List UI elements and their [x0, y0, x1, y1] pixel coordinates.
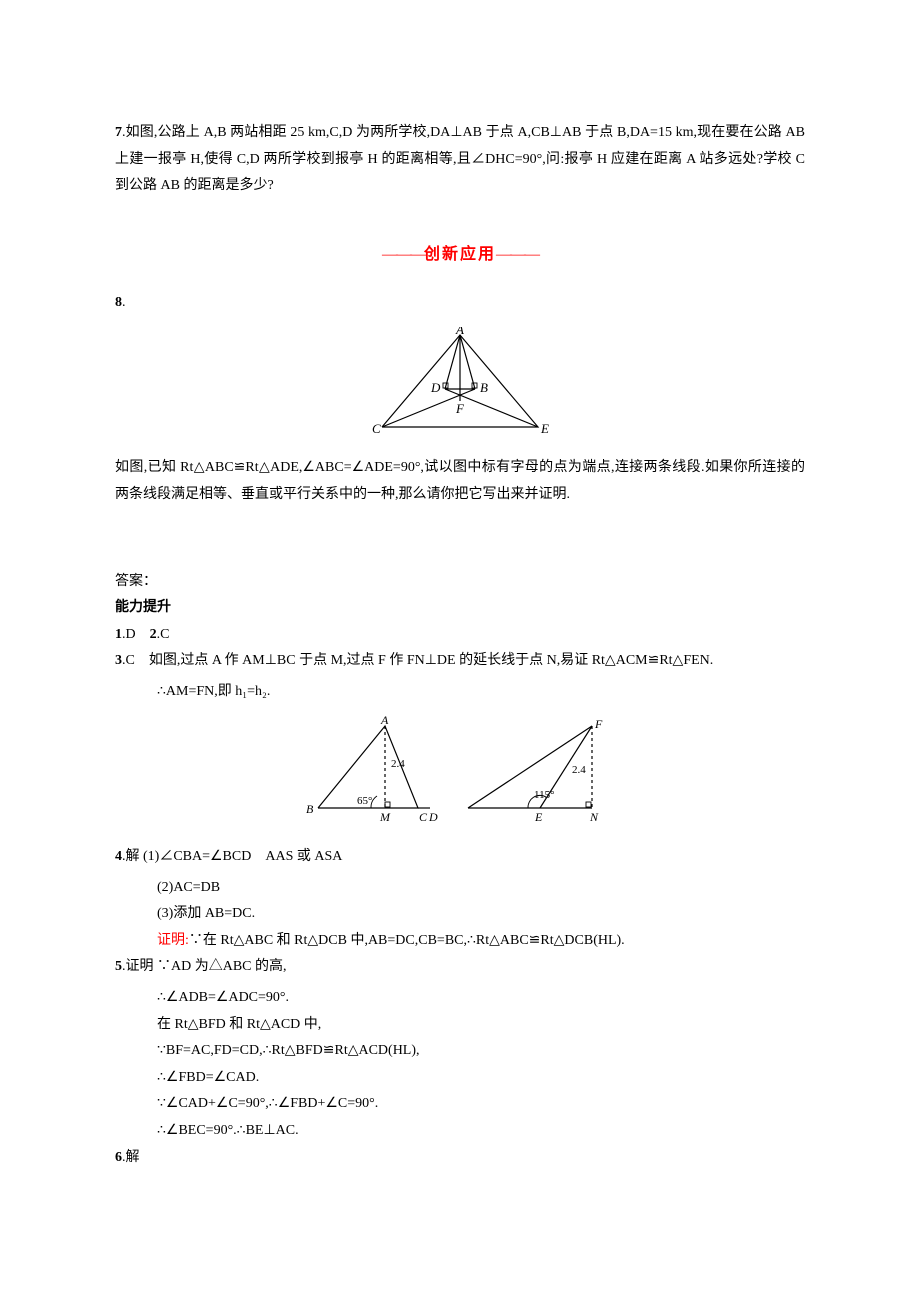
q7-number: 7 — [115, 125, 122, 140]
a5-l1: ∵AD 为△ABC 的高, — [157, 959, 287, 974]
question-7: 7.如图,公路上 A,B 两站相距 25 km,C,D 为两所学校,DA⊥AB … — [115, 120, 805, 200]
a4-l4-red: 证明: — [157, 933, 189, 948]
a4-l4-rest: ∵在 Rt△ABC 和 Rt△DCB 中,AB=DC,CB=BC,∴Rt△ABC… — [189, 933, 625, 948]
answer-4: 4.解 (1)∠CBA=∠BCD AAS 或 ASA — [115, 844, 805, 871]
question-8-head: 8. — [115, 290, 805, 317]
section-divider: ———创新应用——— — [115, 240, 805, 270]
svg-text:M: M — [379, 810, 391, 824]
a5-prefix: .证明 — [122, 959, 157, 974]
svg-text:D: D — [430, 380, 441, 395]
answer-6: 6.解 — [115, 1145, 805, 1172]
svg-text:2.4: 2.4 — [391, 758, 405, 770]
a5-l6: ∵∠CAD+∠C=90°,∴∠FBD+∠C=90°. — [115, 1091, 805, 1118]
svg-text:2.4: 2.4 — [572, 764, 586, 776]
a5-l3: 在 Rt△BFD 和 Rt△ACD 中, — [115, 1012, 805, 1039]
a3-line2: ∴AM=FN,即 h₁=h₂. — [115, 679, 805, 706]
divider-line-left: ——— — [382, 246, 424, 263]
divider-label: 创新应用 — [424, 246, 496, 263]
a3-figure: 65° 2.4 A B M CD 115° 2.4 F E N — [115, 716, 805, 837]
svg-text:65°: 65° — [357, 795, 372, 807]
q8-dot: . — [122, 295, 126, 310]
a5-l4: ∵BF=AC,FD=CD,∴Rt△BFD≌Rt△ACD(HL), — [115, 1038, 805, 1065]
a4-l1: (1)∠CBA=∠BCD AAS 或 ASA — [143, 849, 342, 864]
divider-line-right: ——— — [496, 246, 538, 263]
svg-text:D: D — [428, 810, 438, 824]
svg-text:B: B — [480, 380, 488, 395]
q8-svg: A C E D BF — [370, 327, 550, 437]
svg-text:C: C — [372, 421, 381, 436]
q7-text: .如图,公路上 A,B 两站相距 25 km,C,D 为两所学校,DA⊥AB 于… — [115, 125, 805, 193]
a3-text: 如图,过点 A 作 AM⊥BC 于点 M,过点 F 作 FN⊥DE 的延长线于点… — [135, 653, 713, 668]
svg-text:A: A — [380, 716, 389, 727]
a6-prefix: .解 — [122, 1150, 140, 1165]
answer-5: 5.证明 ∵AD 为△ABC 的高, — [115, 954, 805, 981]
a3-ans: .C — [122, 653, 135, 668]
a4-prefix: .解 — [122, 849, 143, 864]
a4-num: 4 — [115, 849, 122, 864]
a4-l4: 证明:∵在 Rt△ABC 和 Rt△DCB 中,AB=DC,CB=BC,∴Rt△… — [115, 928, 805, 955]
svg-text:115°: 115° — [534, 789, 555, 801]
answer-1-2: 1.D 2.C — [115, 622, 805, 649]
a1-num: 1 — [115, 627, 122, 642]
answer-3: 3.C 如图,过点 A 作 AM⊥BC 于点 M,过点 F 作 FN⊥DE 的延… — [115, 648, 805, 675]
svg-text:F: F — [594, 717, 603, 731]
a5-l5: ∴∠FBD=∠CAD. — [115, 1065, 805, 1092]
a2-num: 2 — [150, 627, 157, 642]
svg-text:E: E — [540, 421, 549, 436]
answers-label: 答案： — [115, 569, 805, 596]
a3-num: 3 — [115, 653, 122, 668]
svg-text:E: E — [534, 810, 543, 824]
a5-l7: ∴∠BEC=90°.∴BE⊥AC. — [115, 1118, 805, 1145]
svg-text:N: N — [589, 810, 599, 824]
q8-number: 8 — [115, 295, 122, 310]
svg-text:A: A — [455, 327, 464, 337]
a5-num: 5 — [115, 959, 122, 974]
svg-text:C: C — [419, 810, 428, 824]
a4-l2: (2)AC=DB — [115, 875, 805, 902]
a3-svg: 65° 2.4 A B M CD 115° 2.4 F E N — [300, 716, 620, 826]
a5-l2: ∴∠ADB=∠ADC=90°. — [115, 985, 805, 1012]
svg-text:B: B — [306, 802, 314, 816]
svg-text:F: F — [455, 401, 465, 416]
a2-ans: .C — [157, 627, 170, 642]
a6-num: 6 — [115, 1150, 122, 1165]
q8-text: 如图,已知 Rt△ABC≌Rt△ADE,∠ABC=∠ADE=90°,试以图中标有… — [115, 455, 805, 508]
section-heading: 能力提升 — [115, 595, 805, 622]
q8-figure: A C E D BF — [115, 327, 805, 448]
a1-ans: .D — [122, 627, 136, 642]
a4-l3: (3)添加 AB=DC. — [115, 901, 805, 928]
